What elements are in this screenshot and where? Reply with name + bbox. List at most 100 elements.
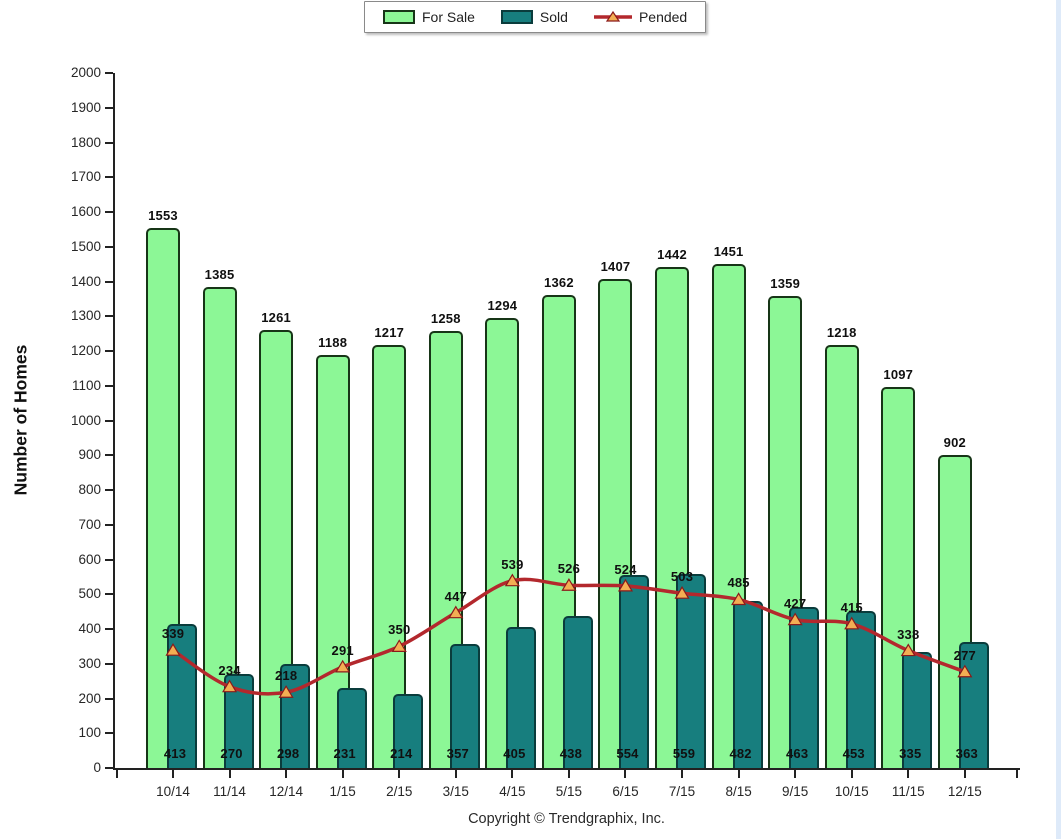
x-tick [228,770,231,778]
y-tick-label: 1500 [70,238,101,254]
y-tick-label: 500 [78,586,101,602]
sold-bar [845,610,876,768]
pended-value-label: 539 [501,556,524,572]
y-tick [105,72,113,74]
sold-bar [789,607,820,768]
pended-marker-icon [787,612,803,626]
sold-value-label: 357 [446,746,469,761]
y-tick-label: 1900 [70,99,101,115]
y-tick-label: 2000 [70,65,101,80]
y-tick-label: 0 [93,760,101,775]
y-tick-label: 400 [78,621,101,636]
y-tick-label: 200 [78,690,101,706]
pended-value-label: 350 [388,622,411,638]
pended-value-label: 526 [557,561,581,577]
sold-value-label: 482 [729,746,752,761]
for-sale-swatch-icon [383,10,415,24]
y-tick [105,384,113,387]
sold-value-label: 363 [955,746,978,761]
sold-bar [449,643,480,768]
x-tick [850,770,853,778]
pended-marker-icon [561,578,577,591]
legend-label-sold: Sold [539,9,568,25]
pended-marker-icon [844,616,860,630]
for-sale-value-label: 1407 [600,259,631,275]
sold-bar [167,624,197,768]
for-sale-value-label: 1362 [544,274,574,290]
x-tick-label: 10/15 [834,784,869,799]
pended-value-label: 339 [161,626,185,642]
y-tick-label: 1200 [70,343,101,358]
y-tick-label: 1800 [70,134,101,150]
y-tick [105,280,113,283]
for-sale-value-label: 1258 [430,310,461,326]
x-tick [794,770,797,778]
y-tick [105,176,113,179]
pended-marker-icon [335,659,351,673]
x-tick-label: 12/15 [947,784,982,799]
y-tick-label: 700 [78,516,101,532]
pended-marker-icon [504,573,520,587]
y-tick [105,558,113,561]
sold-bar [902,651,933,768]
x-tick-label: 1/15 [329,784,356,799]
x-tick [681,770,684,778]
pended-line-layer [165,573,973,698]
y-tick [105,350,113,352]
pended-value-label: 485 [727,575,750,591]
pended-value-label: 234 [218,662,241,678]
x-tick [963,770,966,778]
sold-bar [676,573,707,768]
y-tick-label: 900 [78,447,101,463]
sold-value-label: 231 [333,746,356,761]
x-tick [398,770,401,778]
pended-marker-icon [674,586,690,599]
y-tick [105,454,113,457]
legend-item-sold: Sold [500,9,568,25]
for-sale-value-label: 1359 [770,275,801,291]
x-tick [454,770,457,778]
sold-bar [393,693,424,768]
pended-value-label: 415 [840,599,863,615]
pended-value-label: 291 [331,642,354,658]
y-tick [105,141,113,144]
for-sale-bar [315,355,350,768]
x-tick-label: 3/15 [442,784,469,799]
y-tick [105,523,113,526]
x-tick-label: 9/15 [782,784,809,799]
pended-marker-icon [391,639,407,652]
sold-value-label: 438 [559,746,583,761]
sold-value-label: 463 [786,746,809,761]
x-tick [567,770,570,778]
y-tick-label: 1300 [70,308,101,324]
for-sale-value-label: 902 [943,434,966,450]
for-sale-value-label: 1188 [318,335,348,351]
pended-marker-icon [448,605,464,619]
y-axis-line [113,73,115,770]
sold-value-label: 298 [276,746,300,761]
y-tick [105,628,113,630]
x-tick-label: 12/14 [269,784,303,799]
y-tick [105,767,113,769]
pended-value-label: 338 [897,626,920,642]
sold-bar [280,664,311,768]
y-tick [105,697,113,700]
x-tick [624,770,627,778]
sold-bar [336,687,367,768]
y-tick [105,211,113,213]
x-tick-label: 11/15 [891,784,925,799]
copyright-text: Copyright © Trendgraphix, Inc. [468,811,665,827]
x-tick-label: 2/15 [386,784,413,799]
legend-item-pended: Pended [593,9,687,25]
page-edge-stripe [1056,0,1061,839]
pended-line-swatch-icon [593,10,632,22]
y-tick-label: 100 [78,725,101,741]
for-sale-value-label: 1451 [713,243,744,259]
y-tick-label: 1000 [70,412,101,428]
pended-marker-icon [900,643,916,657]
x-tick [172,770,174,778]
sold-value-label: 413 [163,746,187,761]
sold-value-label: 554 [616,746,639,761]
for-sale-value-label: 1261 [261,309,291,325]
sold-bar [732,600,763,768]
